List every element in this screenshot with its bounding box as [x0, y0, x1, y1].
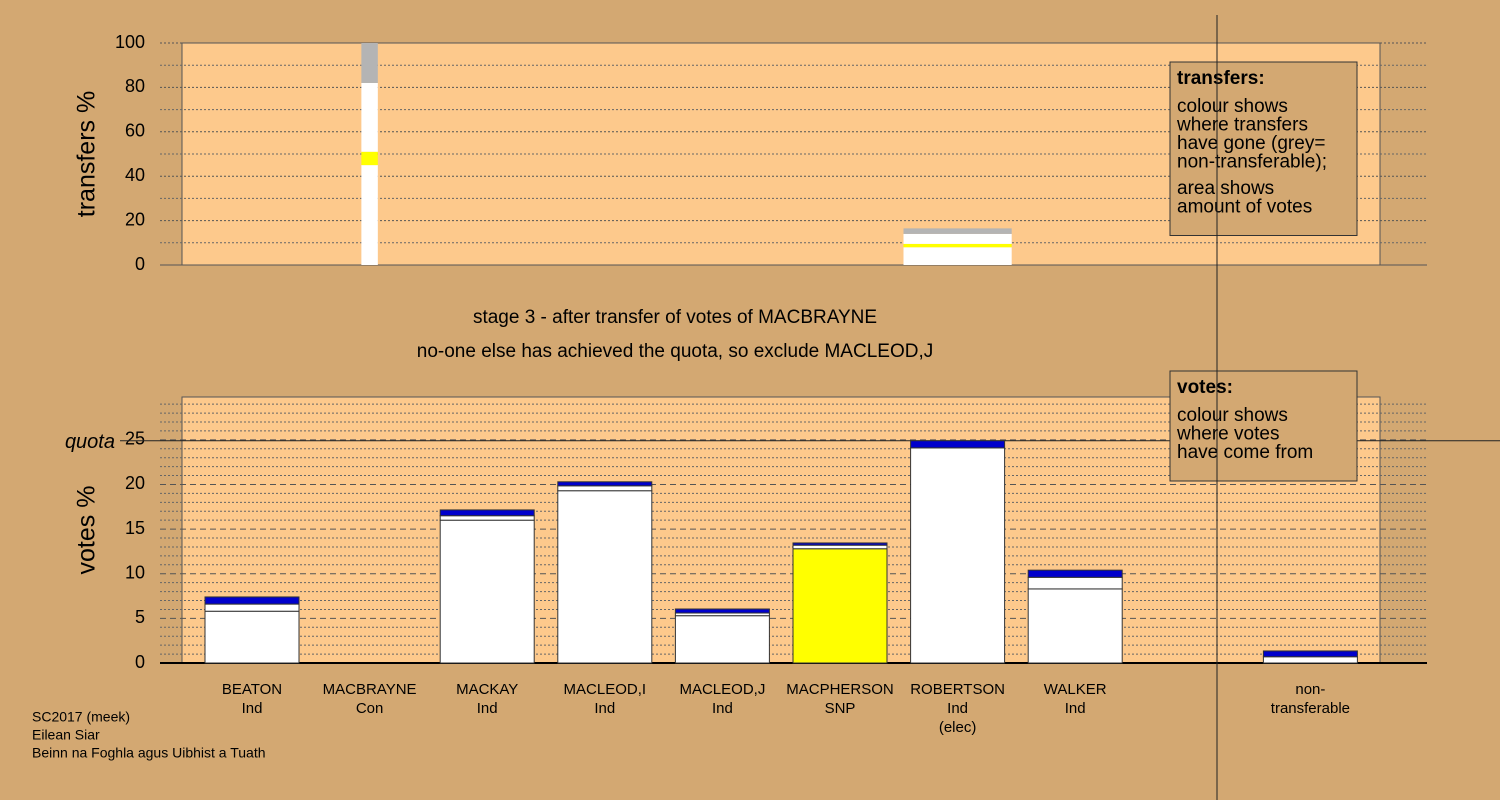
bar-segment: [1262, 656, 1358, 664]
y-tick-label: 20: [125, 209, 145, 229]
bar-segment: [361, 165, 378, 265]
legend-text: where votes: [1176, 424, 1279, 445]
bar-segment: [903, 243, 1012, 248]
bar-segment: [204, 596, 300, 605]
y-tick-label: 10: [125, 562, 145, 582]
bar-segment: [439, 515, 535, 521]
legend-text: colour shows: [1177, 405, 1288, 426]
x-tick-label: MACLEOD,I: [564, 681, 647, 698]
bar-segment: [439, 509, 535, 517]
bar-segment: [361, 82, 378, 152]
x-tick-label: SNP: [825, 700, 856, 717]
footer: SC2017 (meek): [32, 709, 130, 725]
quota-label: quota: [65, 431, 115, 453]
bar-segment: [903, 228, 1012, 234]
y-tick-label: 0: [135, 254, 145, 274]
x-tick-label: Ind: [594, 700, 615, 717]
x-tick-label: (elec): [939, 719, 977, 736]
y-tick-label: 5: [135, 607, 145, 627]
x-tick-label: Ind: [1065, 700, 1086, 717]
bar-segment: [674, 615, 770, 664]
legend-title: votes:: [1177, 377, 1233, 398]
bar-segment: [792, 542, 888, 546]
x-tick-label: MACBRAYNE: [323, 681, 417, 698]
x-tick-label: BEATON: [222, 681, 282, 698]
legend-text: have gone (grey=: [1177, 133, 1325, 154]
bar-segment: [1027, 576, 1123, 590]
legend-text: area shows: [1177, 178, 1274, 199]
x-tick-label: transferable: [1271, 700, 1350, 717]
bar-segment: [674, 608, 770, 614]
x-tick-label: MACPHERSON: [786, 681, 894, 698]
y-tick-label: 80: [125, 76, 145, 96]
legend-title: transfers:: [1177, 68, 1265, 89]
bar-segment: [557, 490, 653, 664]
y-tick-label: 25: [125, 429, 145, 449]
legend-text: where transfers: [1176, 115, 1308, 136]
y-tick-label: 0: [135, 652, 145, 672]
bar-segment: [903, 247, 1012, 265]
x-tick-label: WALKER: [1044, 681, 1107, 698]
x-tick-label: Ind: [712, 700, 733, 717]
x-tick-label: MACLEOD,J: [679, 681, 765, 698]
stage-title: stage 3 - after transfer of votes of MAC…: [473, 307, 877, 328]
legend-box: [1169, 61, 1358, 236]
bar-segment: [910, 440, 1006, 449]
x-tick-label: MACKAY: [456, 681, 518, 698]
footer: Eilean Siar: [32, 727, 100, 743]
footer: Beinn na Foghla agus Uibhist a Tuath: [32, 745, 266, 761]
y-tick-label: 40: [125, 165, 145, 185]
bar-segment: [910, 447, 1006, 664]
legend-text: non-transferable);: [1177, 152, 1327, 173]
stage-subtitle: no-one else has achieved the quota, so e…: [417, 341, 933, 362]
bar-segment: [1027, 569, 1123, 578]
y-tick-label: 100: [115, 32, 145, 52]
bar-segment: [204, 610, 300, 664]
y-axis-label: transfers %: [73, 91, 101, 217]
x-tick-label: Ind: [477, 700, 498, 717]
bar-segment: [439, 519, 535, 664]
y-tick-label: 60: [125, 121, 145, 141]
x-tick-label: Ind: [242, 700, 263, 717]
bar-segment: [1027, 588, 1123, 664]
y-axis-label: votes %: [73, 486, 101, 575]
bar-segment: [792, 544, 888, 550]
legend-box: [1169, 370, 1358, 482]
x-tick-label: ROBERTSON: [910, 681, 1005, 698]
x-tick-label: Ind: [947, 700, 968, 717]
x-tick-label: non-: [1295, 681, 1325, 698]
bar-segment: [361, 151, 378, 166]
legend-text: have come from: [1177, 442, 1313, 463]
bar-segment: [204, 603, 300, 612]
bar-segment: [557, 481, 653, 487]
bar-segment: [792, 548, 888, 664]
legend-text: amount of votes: [1177, 197, 1312, 218]
bar-segment: [557, 485, 653, 492]
bar-segment: [361, 43, 378, 83]
y-tick-label: 15: [125, 518, 145, 538]
x-tick-label: Con: [356, 700, 384, 717]
legend-text: colour shows: [1177, 96, 1288, 117]
y-tick-label: 20: [125, 473, 145, 493]
bar-segment: [903, 233, 1012, 244]
bar-segment: [1262, 650, 1358, 658]
